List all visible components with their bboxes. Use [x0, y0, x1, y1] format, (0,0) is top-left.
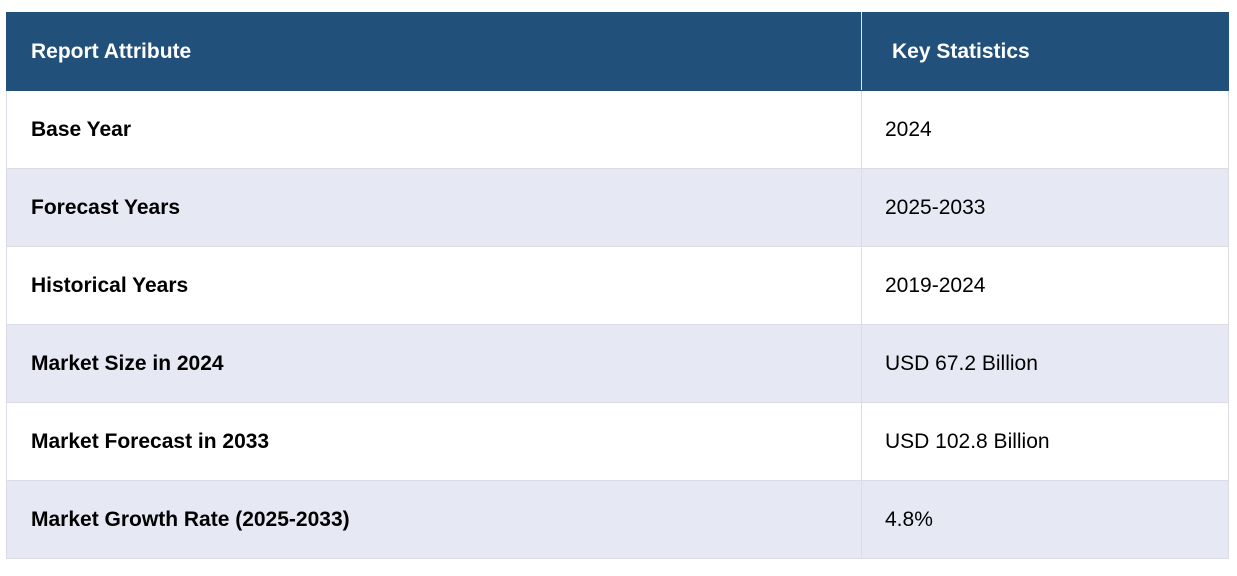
table-body: Base Year 2024 Forecast Years 2025-2033 …: [6, 90, 1229, 559]
attribute-cell: Market Forecast in 2033: [6, 402, 862, 481]
header-key-statistics: Key Statistics: [861, 12, 1229, 91]
header-row: Report Attribute Key Statistics: [6, 12, 1229, 91]
table-header: Report Attribute Key Statistics: [6, 12, 1229, 91]
attribute-cell: Market Growth Rate (2025-2033): [6, 480, 862, 559]
table-row: Market Size in 2024 USD 67.2 Billion: [6, 324, 1229, 403]
value-cell: 4.8%: [861, 480, 1229, 559]
header-report-attribute: Report Attribute: [6, 12, 862, 91]
value-cell: USD 102.8 Billion: [861, 402, 1229, 481]
value-cell: 2025-2033: [861, 168, 1229, 247]
attribute-cell: Historical Years: [6, 246, 862, 325]
table-row: Forecast Years 2025-2033: [6, 168, 1229, 247]
attribute-cell: Forecast Years: [6, 168, 862, 247]
table-row: Historical Years 2019-2024: [6, 246, 1229, 325]
table-row: Market Growth Rate (2025-2033) 4.8%: [6, 480, 1229, 559]
report-table-container: Report Attribute Key Statistics Base Yea…: [6, 12, 1229, 559]
report-attributes-table: Report Attribute Key Statistics Base Yea…: [6, 12, 1229, 559]
value-cell: USD 67.2 Billion: [861, 324, 1229, 403]
attribute-cell: Market Size in 2024: [6, 324, 862, 403]
value-cell: 2024: [861, 90, 1229, 169]
table-row: Market Forecast in 2033 USD 102.8 Billio…: [6, 402, 1229, 481]
table-row: Base Year 2024: [6, 90, 1229, 169]
value-cell: 2019-2024: [861, 246, 1229, 325]
attribute-cell: Base Year: [6, 90, 862, 169]
